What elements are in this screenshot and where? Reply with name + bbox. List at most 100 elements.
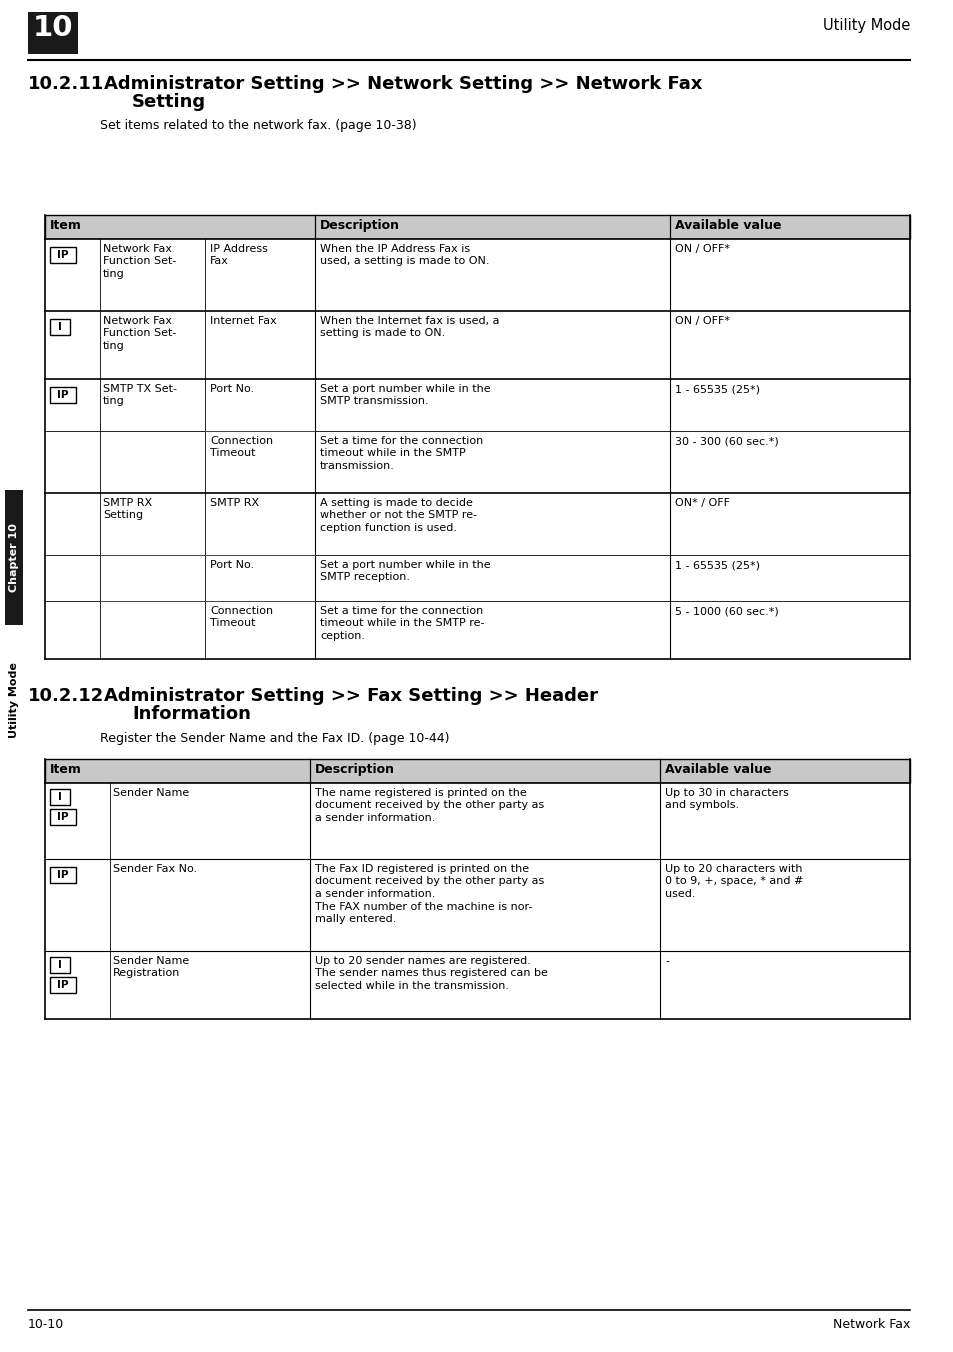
Text: IP: IP: [57, 389, 69, 400]
Text: IP Address: IP Address: [210, 243, 268, 254]
Bar: [50, 247, 76, 264]
Text: Set a port number while in the: Set a port number while in the: [319, 560, 490, 571]
Text: When the IP Address Fax is: When the IP Address Fax is: [319, 243, 470, 254]
Text: timeout while in the SMTP: timeout while in the SMTP: [319, 449, 465, 458]
Text: Setting: Setting: [132, 93, 206, 111]
Bar: [45, 431, 909, 493]
Text: The Fax ID registered is printed on the: The Fax ID registered is printed on the: [314, 864, 529, 873]
Text: Fax: Fax: [210, 257, 229, 266]
Text: The sender names thus registered can be: The sender names thus registered can be: [314, 968, 547, 979]
Bar: [45, 859, 909, 950]
Text: 30 - 300 (60 sec.*): 30 - 300 (60 sec.*): [675, 435, 778, 446]
Text: IP: IP: [57, 980, 69, 990]
Text: Network Fax: Network Fax: [103, 243, 172, 254]
Text: Connection: Connection: [210, 606, 273, 617]
Bar: [5, 489, 23, 625]
Text: Timeout: Timeout: [210, 449, 255, 458]
Text: Network Fax: Network Fax: [103, 316, 172, 326]
Text: setting is made to ON.: setting is made to ON.: [319, 329, 445, 338]
Text: 5 - 1000 (60 sec.*): 5 - 1000 (60 sec.*): [675, 606, 778, 617]
Text: ception function is used.: ception function is used.: [319, 523, 456, 533]
Bar: [45, 493, 909, 556]
Text: a sender information.: a sender information.: [314, 890, 435, 899]
Bar: [45, 556, 909, 602]
Text: The FAX number of the machine is nor-: The FAX number of the machine is nor-: [314, 902, 532, 911]
Text: whether or not the SMTP re-: whether or not the SMTP re-: [319, 511, 476, 521]
Text: I: I: [58, 322, 62, 333]
Text: ting: ting: [103, 269, 125, 279]
Text: Network Fax: Network Fax: [832, 1318, 909, 1330]
Text: SMTP reception.: SMTP reception.: [319, 572, 410, 583]
Text: I: I: [58, 960, 62, 969]
Bar: [50, 867, 76, 883]
Bar: [45, 311, 909, 379]
Text: Item: Item: [50, 219, 82, 233]
Text: Port No.: Port No.: [210, 384, 253, 393]
Bar: [45, 602, 909, 658]
Text: Administrator Setting >> Network Setting >> Network Fax: Administrator Setting >> Network Setting…: [104, 74, 701, 93]
Text: transmission.: transmission.: [319, 461, 395, 470]
Text: Timeout: Timeout: [210, 618, 255, 629]
Text: ting: ting: [103, 396, 125, 407]
Text: SMTP RX: SMTP RX: [103, 498, 152, 508]
Text: Utility Mode: Utility Mode: [9, 662, 19, 738]
Text: Port No.: Port No.: [210, 560, 253, 571]
Text: Sender Name: Sender Name: [112, 788, 189, 798]
Text: ON / OFF*: ON / OFF*: [675, 316, 729, 326]
Text: 10-10: 10-10: [28, 1318, 64, 1330]
Text: Function Set-: Function Set-: [103, 257, 176, 266]
Text: used.: used.: [664, 890, 695, 899]
Text: Up to 20 characters with: Up to 20 characters with: [664, 864, 801, 873]
Text: SMTP TX Set-: SMTP TX Set-: [103, 384, 177, 393]
Text: 10.2.12: 10.2.12: [28, 687, 104, 704]
Text: Setting: Setting: [103, 511, 143, 521]
Bar: [45, 215, 909, 239]
Text: SMTP transmission.: SMTP transmission.: [319, 396, 428, 407]
Text: Internet Fax: Internet Fax: [210, 316, 276, 326]
Text: mally entered.: mally entered.: [314, 914, 395, 923]
Text: timeout while in the SMTP re-: timeout while in the SMTP re-: [319, 618, 484, 629]
Text: Sender Fax No.: Sender Fax No.: [112, 864, 197, 873]
Text: IP: IP: [57, 250, 69, 260]
Text: 0 to 9, +, space, * and #: 0 to 9, +, space, * and #: [664, 876, 802, 887]
Bar: [45, 758, 909, 783]
Text: ON* / OFF: ON* / OFF: [675, 498, 729, 508]
Text: Description: Description: [319, 219, 399, 233]
Text: Information: Information: [132, 704, 251, 723]
Bar: [50, 790, 70, 804]
Text: Sender Name: Sender Name: [112, 956, 189, 965]
Bar: [50, 319, 70, 335]
Text: selected while in the transmission.: selected while in the transmission.: [314, 982, 509, 991]
Bar: [28, 12, 78, 54]
Bar: [45, 239, 909, 311]
Text: IP: IP: [57, 869, 69, 880]
Bar: [45, 379, 909, 431]
Text: Register the Sender Name and the Fax ID. (page 10-44): Register the Sender Name and the Fax ID.…: [100, 731, 449, 745]
Bar: [45, 758, 909, 783]
Text: ception.: ception.: [319, 631, 365, 641]
Bar: [45, 783, 909, 859]
Text: Description: Description: [314, 763, 395, 776]
Text: I: I: [58, 792, 62, 802]
Text: Available value: Available value: [675, 219, 781, 233]
Text: Utility Mode: Utility Mode: [821, 18, 909, 32]
Text: Set a time for the connection: Set a time for the connection: [319, 435, 483, 446]
Text: Administrator Setting >> Fax Setting >> Header: Administrator Setting >> Fax Setting >> …: [104, 687, 598, 704]
Text: A setting is made to decide: A setting is made to decide: [319, 498, 473, 508]
Text: used, a setting is made to ON.: used, a setting is made to ON.: [319, 257, 489, 266]
Text: The name registered is printed on the: The name registered is printed on the: [314, 788, 526, 798]
Text: document received by the other party as: document received by the other party as: [314, 876, 543, 887]
Text: -: -: [664, 956, 668, 965]
Text: document received by the other party as: document received by the other party as: [314, 800, 543, 810]
Bar: [50, 977, 76, 992]
Text: 1 - 65535 (25*): 1 - 65535 (25*): [675, 384, 760, 393]
Text: Set items related to the network fax. (page 10-38): Set items related to the network fax. (p…: [100, 119, 416, 132]
Text: Up to 20 sender names are registered.: Up to 20 sender names are registered.: [314, 956, 530, 965]
Bar: [50, 808, 76, 825]
Text: Registration: Registration: [112, 968, 180, 979]
Text: Set a time for the connection: Set a time for the connection: [319, 606, 483, 617]
Text: a sender information.: a sender information.: [314, 813, 435, 823]
Text: ON / OFF*: ON / OFF*: [675, 243, 729, 254]
Text: Item: Item: [50, 763, 82, 776]
Bar: [50, 387, 76, 403]
